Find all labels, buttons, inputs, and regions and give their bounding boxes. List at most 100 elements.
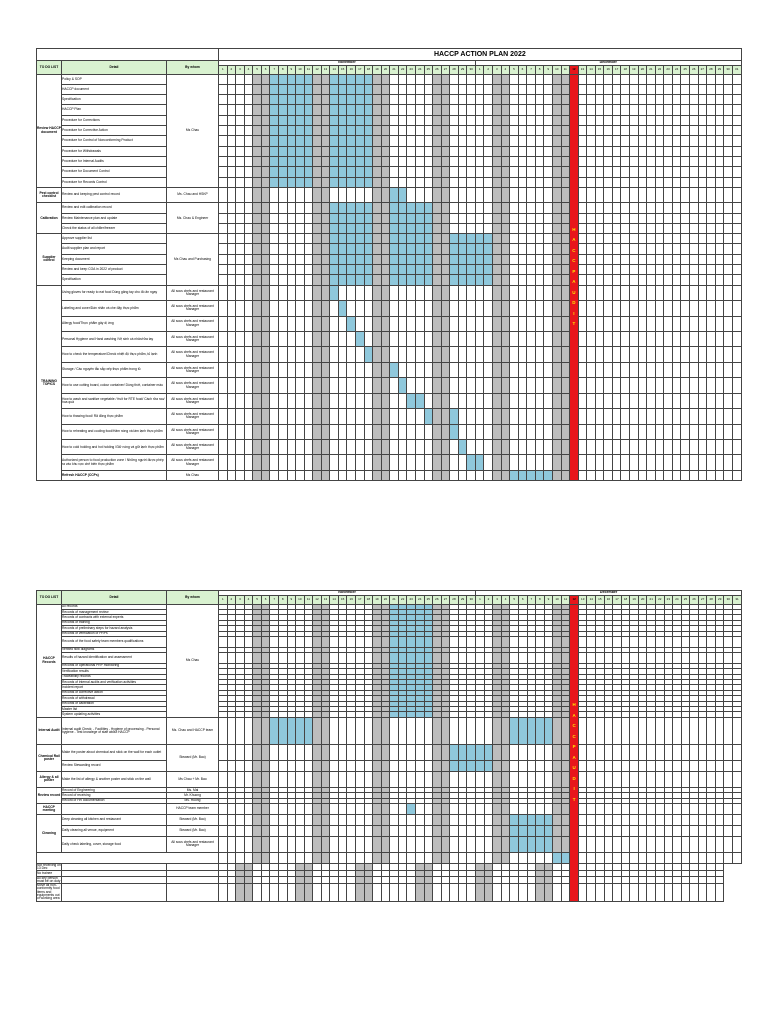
schedule-cell bbox=[320, 439, 331, 456]
schedule-cell bbox=[732, 835, 743, 853]
schedule-cell bbox=[663, 423, 673, 441]
schedule-cell bbox=[269, 770, 279, 789]
schedule-cell bbox=[449, 361, 459, 379]
schedule-cell bbox=[560, 125, 571, 137]
schedule-cell bbox=[594, 377, 605, 394]
schedule-cell bbox=[654, 377, 665, 394]
schedule-cell-active bbox=[337, 114, 348, 127]
schedule-cell bbox=[646, 330, 656, 348]
schedule-cell bbox=[397, 315, 408, 332]
schedule-cell bbox=[483, 454, 493, 471]
schedule-cell bbox=[406, 125, 416, 137]
schedule-cell bbox=[252, 135, 262, 147]
schedule-cell bbox=[688, 73, 699, 85]
schedule-cell bbox=[372, 73, 382, 85]
schedule-cell-active bbox=[526, 813, 537, 826]
schedule-cell bbox=[277, 883, 288, 902]
schedule-cell bbox=[397, 716, 408, 745]
day-header: 26 bbox=[432, 594, 442, 605]
day-header: 20 bbox=[637, 64, 648, 75]
schedule-cell bbox=[466, 212, 476, 224]
schedule-cell bbox=[363, 186, 374, 204]
schedule-cell bbox=[620, 875, 631, 885]
schedule-cell bbox=[483, 883, 494, 902]
schedule-cell bbox=[243, 652, 254, 664]
table-row: Review HACCP document Policy & SOP Ms Chau… bbox=[36, 73, 742, 482]
day-header: 14 bbox=[586, 64, 596, 75]
schedule-cell bbox=[509, 439, 519, 456]
schedule-cell bbox=[560, 330, 571, 348]
task-group-label: Internal Audit bbox=[36, 716, 62, 745]
schedule-cell bbox=[483, 469, 493, 482]
table-row: Daily check labeling, cover, storage foo… bbox=[37, 835, 743, 853]
schedule-cell bbox=[654, 114, 665, 127]
schedule-cell bbox=[286, 824, 297, 837]
schedule-cell bbox=[218, 423, 228, 441]
schedule-cell bbox=[329, 392, 339, 410]
schedule-cell bbox=[235, 851, 245, 864]
schedule-cell bbox=[355, 743, 365, 762]
schedule-cell bbox=[397, 862, 408, 872]
schedule-cell bbox=[414, 408, 425, 425]
schedule-cell bbox=[560, 243, 571, 255]
schedule-cell-active bbox=[423, 635, 434, 648]
schedule-cell bbox=[646, 423, 656, 441]
schedule-cell-active bbox=[389, 186, 399, 204]
schedule-cell bbox=[518, 883, 528, 902]
schedule-cell bbox=[337, 862, 348, 872]
schedule-cell bbox=[269, 813, 279, 826]
schedule-cell bbox=[440, 743, 451, 762]
schedule-cell bbox=[492, 851, 502, 864]
schedule-cell bbox=[449, 83, 459, 96]
schedule-cell bbox=[346, 875, 356, 885]
schedule-cell bbox=[380, 835, 391, 853]
schedule-cell bbox=[389, 114, 399, 127]
schedule-cell-active bbox=[414, 392, 425, 410]
schedule-cell bbox=[260, 166, 271, 178]
task-detail: System updating activities bbox=[61, 711, 167, 718]
schedule-cell bbox=[397, 439, 408, 456]
schedule-cell-active bbox=[543, 813, 554, 826]
schedule-cell bbox=[697, 743, 708, 762]
schedule-cell bbox=[500, 253, 511, 266]
schedule-cell bbox=[611, 104, 622, 116]
schedule-cell-active bbox=[269, 94, 279, 106]
schedule-cell bbox=[226, 377, 237, 394]
schedule-cell bbox=[269, 862, 279, 872]
schedule-cell bbox=[500, 361, 511, 379]
schedule-cell bbox=[586, 73, 596, 85]
day-header: 24 bbox=[414, 594, 425, 605]
schedule-cell bbox=[295, 635, 305, 648]
schedule-cell bbox=[303, 284, 314, 302]
schedule-cell bbox=[697, 770, 708, 789]
schedule-cell bbox=[423, 186, 434, 204]
schedule-cell bbox=[389, 315, 399, 332]
schedule-cell bbox=[509, 770, 519, 789]
schedule-cell bbox=[277, 222, 288, 235]
schedule-cell bbox=[594, 423, 605, 441]
schedule-cell bbox=[432, 330, 442, 348]
schedule-cell bbox=[252, 315, 262, 332]
schedule-cell bbox=[432, 883, 442, 902]
schedule-cell bbox=[226, 824, 237, 837]
schedule-cell bbox=[723, 243, 733, 255]
schedule-cell bbox=[714, 253, 725, 266]
schedule-cell bbox=[663, 770, 674, 789]
schedule-cell bbox=[483, 824, 494, 837]
schedule-cell bbox=[586, 176, 596, 188]
schedule-cell bbox=[500, 408, 511, 425]
schedule-cell bbox=[295, 186, 305, 204]
schedule-cell bbox=[534, 83, 545, 96]
schedule-cell bbox=[252, 186, 262, 204]
schedule-cell bbox=[492, 813, 502, 826]
task-detail: Move all non-conformity food items and e… bbox=[36, 883, 62, 902]
schedule-cell bbox=[637, 408, 648, 425]
schedule-cell bbox=[320, 83, 331, 96]
schedule-cell bbox=[663, 202, 673, 214]
schedule-cell bbox=[483, 652, 494, 664]
schedule-cell-active bbox=[355, 253, 365, 266]
schedule-cell bbox=[457, 803, 468, 815]
schedule-cell bbox=[286, 202, 297, 214]
schedule-cell-active bbox=[474, 454, 485, 471]
schedule-cell bbox=[535, 743, 545, 762]
